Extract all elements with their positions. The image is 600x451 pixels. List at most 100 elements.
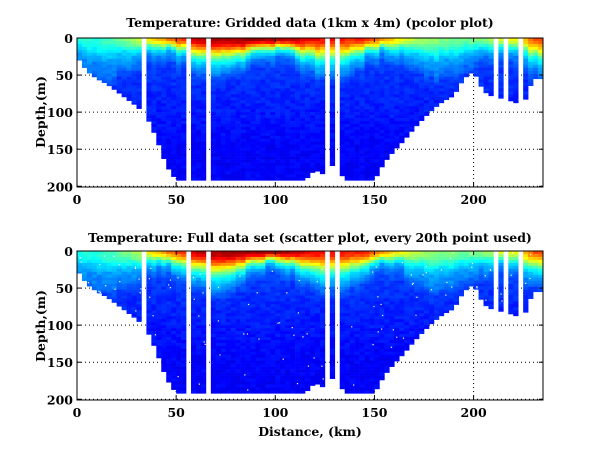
temperature-cell xyxy=(210,91,217,95)
temperature-cell xyxy=(215,135,222,140)
temperature-cell xyxy=(290,49,296,54)
temperature-cell xyxy=(171,253,177,258)
temperature-cell xyxy=(161,322,167,326)
temperature-cell xyxy=(329,103,336,107)
temperature-cell xyxy=(181,79,187,83)
temperature-cell xyxy=(215,360,222,364)
temperature-cell xyxy=(106,265,113,270)
temperature-cell xyxy=(433,97,440,101)
temperature-cell xyxy=(508,70,514,74)
temperature-cell xyxy=(166,331,172,335)
temperature-cell xyxy=(394,103,400,107)
temperature-cell xyxy=(300,97,306,101)
temperature-cell xyxy=(101,251,108,255)
temperature-cell xyxy=(255,106,261,110)
temperature-cell xyxy=(319,118,326,122)
temperature-cell xyxy=(339,277,346,281)
temperature-cell xyxy=(171,369,177,373)
temperature-cell xyxy=(379,118,385,122)
temperature-cell xyxy=(195,55,202,60)
temperature-cell xyxy=(181,138,187,143)
temperature-cell xyxy=(265,390,271,394)
temperature-cell xyxy=(448,91,455,95)
temperature-cell xyxy=(433,76,440,80)
temperature-cell xyxy=(101,58,108,63)
temperature-cell xyxy=(295,159,301,163)
temperature-cell xyxy=(146,262,152,267)
temperature-cell xyxy=(379,76,385,80)
temperature-cell xyxy=(225,168,231,172)
temperature-cell xyxy=(191,156,197,160)
temperature-cell xyxy=(305,121,311,125)
temperature-cell xyxy=(136,91,142,95)
temperature-cell xyxy=(404,43,410,48)
temperature-cell xyxy=(285,121,291,125)
temperature-cell xyxy=(240,165,246,169)
temperature-cell xyxy=(210,106,217,110)
temperature-cell xyxy=(176,357,182,362)
temperature-cell xyxy=(359,165,365,169)
temperature-cell xyxy=(220,49,227,54)
temperature-cell xyxy=(310,262,316,267)
temperature-cell xyxy=(230,76,236,80)
temperature-cell xyxy=(265,165,271,169)
temperature-cell xyxy=(195,339,202,344)
temperature-cell xyxy=(255,331,261,335)
temperature-cell xyxy=(210,94,217,98)
temperature-cell xyxy=(210,118,217,122)
temperature-cell xyxy=(329,351,336,356)
temperature-cell xyxy=(329,277,336,281)
temperature-cell xyxy=(195,40,202,45)
temperature-cell xyxy=(300,94,306,98)
temperature-cell xyxy=(349,304,355,308)
temperature-cell xyxy=(240,334,246,338)
temperature-cell xyxy=(176,331,182,335)
temperature-cell xyxy=(166,253,172,258)
temperature-cell xyxy=(394,97,400,101)
temperature-cell xyxy=(329,345,336,350)
temperature-cell xyxy=(220,342,227,347)
temperature-cell xyxy=(280,153,286,157)
temperature-cell xyxy=(295,372,301,376)
temperature-cell xyxy=(280,85,286,89)
temperature-cell xyxy=(419,109,425,113)
temperature-cell xyxy=(131,85,137,89)
temperature-cell xyxy=(329,372,336,376)
temperature-cell xyxy=(285,109,291,113)
temperature-cell xyxy=(176,141,182,146)
temperature-cell xyxy=(250,289,256,293)
temperature-cell xyxy=(468,64,474,68)
temperature-cell xyxy=(230,49,236,54)
temperature-cell xyxy=(215,316,222,320)
temperature-cell xyxy=(151,325,157,329)
temperature-cell xyxy=(285,46,291,51)
temperature-cell xyxy=(280,79,286,83)
temperature-cell xyxy=(369,144,375,149)
temperature-cell xyxy=(245,286,251,290)
temperature-cell xyxy=(200,88,207,92)
temperature-cell xyxy=(270,115,276,119)
temperature-cell xyxy=(275,171,281,175)
temperature-cell xyxy=(181,256,187,261)
temperature-cell xyxy=(235,144,241,149)
temperature-cell xyxy=(419,38,425,42)
temperature-cell xyxy=(176,135,182,140)
temperature-cell xyxy=(270,171,276,175)
temperature-cell xyxy=(310,298,316,302)
temperature-cell xyxy=(210,381,217,385)
temperature-cell xyxy=(215,138,222,143)
temperature-cell xyxy=(106,82,113,86)
temperature-cell xyxy=(200,384,207,388)
temperature-cell xyxy=(245,322,251,326)
temperature-cell xyxy=(166,357,172,362)
temperature-cell xyxy=(344,106,350,110)
temperature-cell xyxy=(319,292,326,296)
temperature-cell xyxy=(121,253,127,258)
temperature-cell xyxy=(136,73,142,77)
temperature-cell xyxy=(473,49,479,54)
temperature-cell xyxy=(424,103,430,107)
temperature-cell xyxy=(235,126,241,131)
temperature-cell xyxy=(438,91,445,95)
temperature-cell xyxy=(488,91,494,95)
temperature-cell xyxy=(250,91,256,95)
